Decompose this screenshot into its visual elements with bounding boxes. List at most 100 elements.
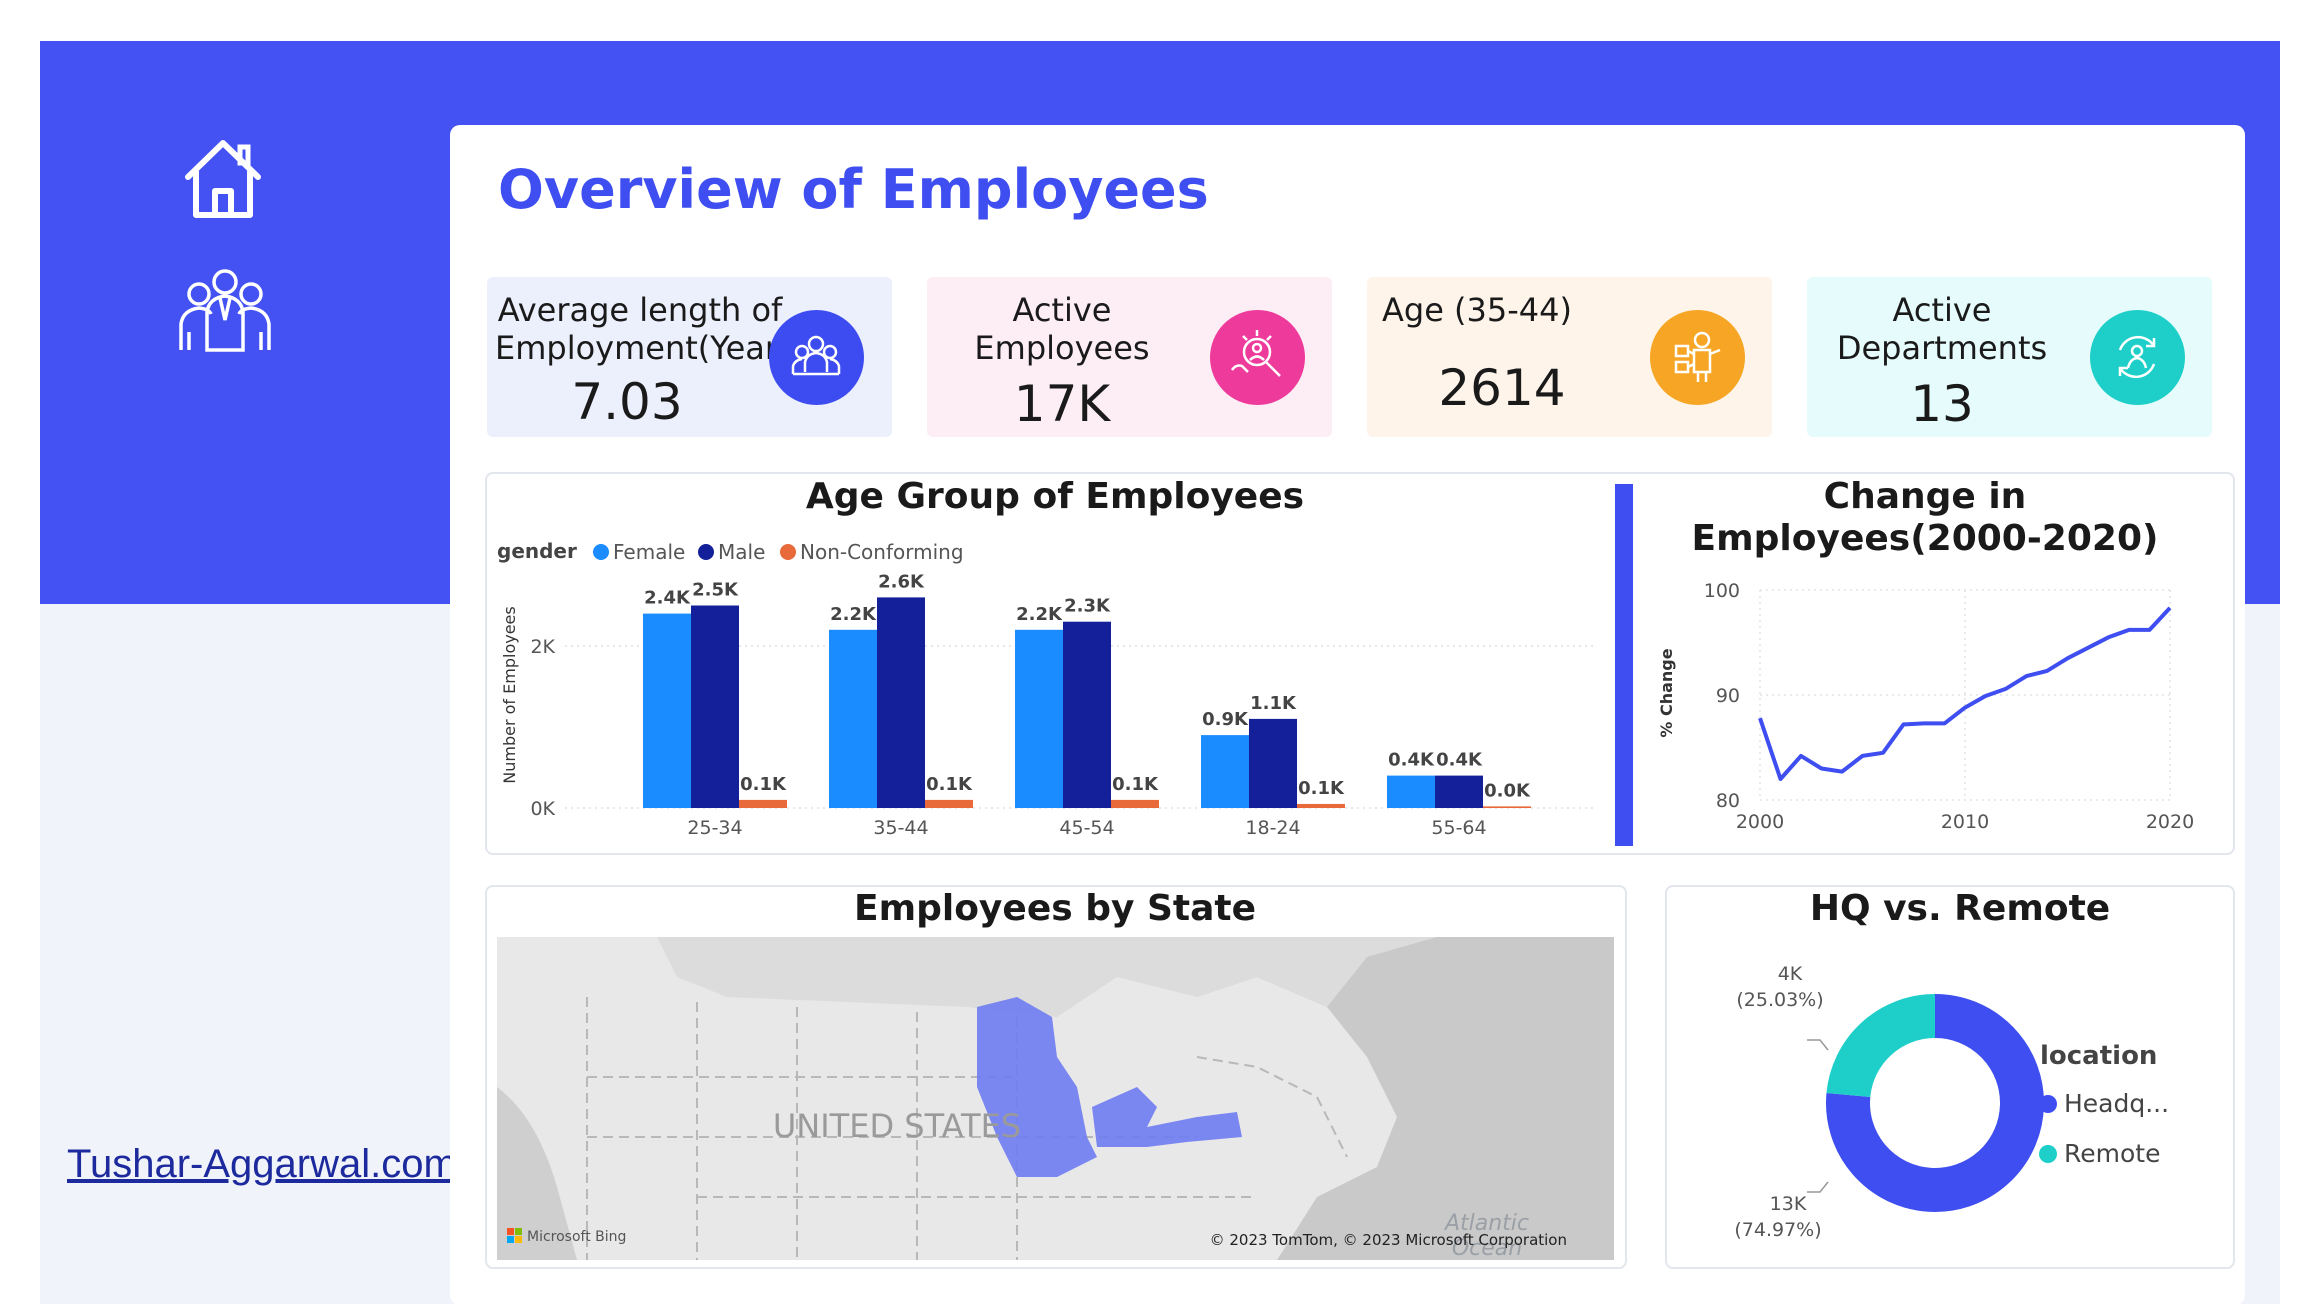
map-brand: Microsoft Bing — [527, 1229, 626, 1245]
callout-percent: (74.97%) — [1734, 1219, 1821, 1241]
bar-data-label: 2.5K — [692, 580, 739, 601]
bar-non-conforming[interactable] — [739, 799, 787, 808]
change-chart-title: Change in Employees(2000-2020) — [1691, 476, 2159, 559]
land-mass — [497, 937, 1397, 1260]
x-tick-label: 45-54 — [1059, 817, 1114, 839]
bar-female[interactable] — [1201, 735, 1249, 808]
kpi-label: Active Employees — [974, 291, 1150, 367]
legend-title: location — [2040, 1041, 2157, 1071]
bar-data-label: 2.2K — [830, 604, 877, 625]
callout-value: 13K — [1770, 1193, 1807, 1215]
ocean-label: Ocean — [1452, 1236, 1522, 1260]
page-title: Overview of Employees — [498, 158, 1209, 221]
age-group-chart: gender Female Male Non-Conforming Number o… — [497, 539, 1595, 839]
kpi-value: 2614 — [1438, 359, 1566, 417]
legend-marker[interactable] — [2039, 1095, 2057, 1113]
bar-non-conforming[interactable] — [1297, 803, 1345, 808]
x-tick-label: 2010 — [1941, 811, 1989, 833]
bar-data-label: 0.4K — [1388, 750, 1435, 771]
bar-non-conforming[interactable] — [1111, 799, 1159, 808]
callout-value: 4K — [1778, 963, 1803, 985]
age-and-change-card — [485, 472, 2235, 855]
map-copyright: © 2023 TomTom, © 2023 Microsoft Corporat… — [1210, 1231, 1567, 1249]
y-tick-label: 2K — [530, 636, 555, 658]
us-map[interactable]: UNITED STATES Atlantic Ocean Microsoft B… — [497, 937, 1614, 1260]
kpi-label: Age (35-44) — [1381, 291, 1572, 329]
kpi-label: Active Departments — [1836, 291, 2048, 367]
x-tick-label: 55-64 — [1431, 817, 1486, 839]
bar-data-label: 2.3K — [1064, 596, 1111, 617]
callout-percent: (25.03%) — [1736, 989, 1823, 1011]
y-tick-label: 80 — [1716, 790, 1740, 812]
bar-male[interactable] — [1249, 718, 1297, 808]
kpi-value: 13 — [1910, 375, 1974, 433]
legend-label[interactable]: Female — [613, 540, 685, 564]
bar-female[interactable] — [1387, 775, 1435, 808]
y-tick-label: 90 — [1716, 685, 1740, 707]
bar-female[interactable] — [643, 613, 691, 808]
change-line-chart: % Change 80 90 100 2000 2010 2020 — [1657, 580, 2194, 833]
bar-data-label: 0.4K — [1436, 750, 1483, 771]
age-chart-title: Age Group of Employees — [805, 476, 1305, 517]
bar-female[interactable] — [1015, 629, 1063, 808]
legend-marker[interactable] — [780, 544, 796, 560]
x-tick-label: 25-34 — [687, 817, 742, 839]
bar-data-label: 0.1K — [1298, 778, 1345, 799]
kpi-card-active-employees: Active Employees 17K — [927, 277, 1332, 437]
callout-leader — [1807, 1039, 1829, 1051]
author-site-link[interactable]: Tushar-Aggarwal.com — [67, 1142, 457, 1186]
legend-label[interactable]: Non-Conforming — [800, 540, 964, 564]
x-tick-label: 2020 — [2146, 811, 2194, 833]
recruit-search-icon — [1210, 310, 1305, 405]
bar-data-label: 1.1K — [1250, 693, 1297, 714]
bar-data-label: 0.1K — [740, 774, 787, 795]
legend-title: gender — [497, 539, 577, 563]
map-title: Employees by State — [853, 888, 1257, 929]
x-tick-label: 35-44 — [873, 817, 928, 839]
worker-icon — [1650, 310, 1745, 405]
bar-non-conforming[interactable] — [925, 799, 973, 808]
highlighted-states-west[interactable] — [977, 997, 1097, 1177]
legend-marker[interactable] — [698, 544, 714, 560]
bar-data-label: 0.0K — [1484, 780, 1531, 801]
bar-female[interactable] — [829, 629, 877, 808]
state-borders — [586, 997, 1348, 1260]
country-label: UNITED STATES — [773, 1107, 1021, 1145]
legend-label[interactable]: Headq... — [2064, 1089, 2169, 1118]
slicer-scrollbar[interactable] — [1615, 484, 1633, 846]
pacific-coast — [497, 1087, 577, 1260]
bar-data-label: 2.2K — [1016, 604, 1063, 625]
bar-male[interactable] — [1435, 775, 1483, 808]
ocean-label: Atlantic — [1443, 1211, 1529, 1236]
kpi-card-age-35-44: Age (35-44) 2614 — [1367, 277, 1772, 437]
bar-data-label: 0.9K — [1202, 709, 1249, 730]
home-icon[interactable] — [180, 135, 266, 221]
bar-male[interactable] — [1063, 621, 1111, 808]
bar-data-label: 2.6K — [878, 571, 925, 592]
canada-land — [497, 937, 1437, 1017]
legend-label[interactable]: Male — [718, 540, 765, 564]
bar-non-conforming[interactable] — [1483, 806, 1531, 808]
bar-male[interactable] — [877, 597, 925, 808]
donut-title: HQ vs. Remote — [1809, 888, 2111, 929]
legend-marker[interactable] — [2039, 1145, 2057, 1163]
bar-data-label: 0.1K — [926, 774, 973, 795]
x-tick-label: 18-24 — [1245, 817, 1300, 839]
microsoft-logo-icon — [507, 1228, 522, 1243]
y-axis-label: % Change — [1657, 648, 1676, 737]
y-axis-label: Number of Employees — [500, 606, 519, 783]
kpi-value: 7.03 — [571, 373, 683, 431]
bar-data-label: 2.4K — [644, 588, 691, 609]
highlighted-states-east[interactable] — [1092, 1087, 1242, 1147]
team-icon — [769, 310, 864, 405]
donut-slice-headq[interactable] — [1826, 994, 2044, 1212]
legend-label[interactable]: Remote — [2064, 1139, 2160, 1168]
legend-marker[interactable] — [593, 544, 609, 560]
donut-slice-remote[interactable] — [1826, 994, 1936, 1098]
kpi-card-avg-employment: Average length of Employment(Years) 7.03 — [487, 277, 892, 437]
kpi-label: Average length of Employment(Years) — [495, 291, 808, 367]
bar-male[interactable] — [691, 605, 739, 809]
x-tick-label: 2000 — [1736, 811, 1784, 833]
employees-icon[interactable] — [175, 262, 275, 352]
bar-data-label: 0.1K — [1112, 774, 1159, 795]
